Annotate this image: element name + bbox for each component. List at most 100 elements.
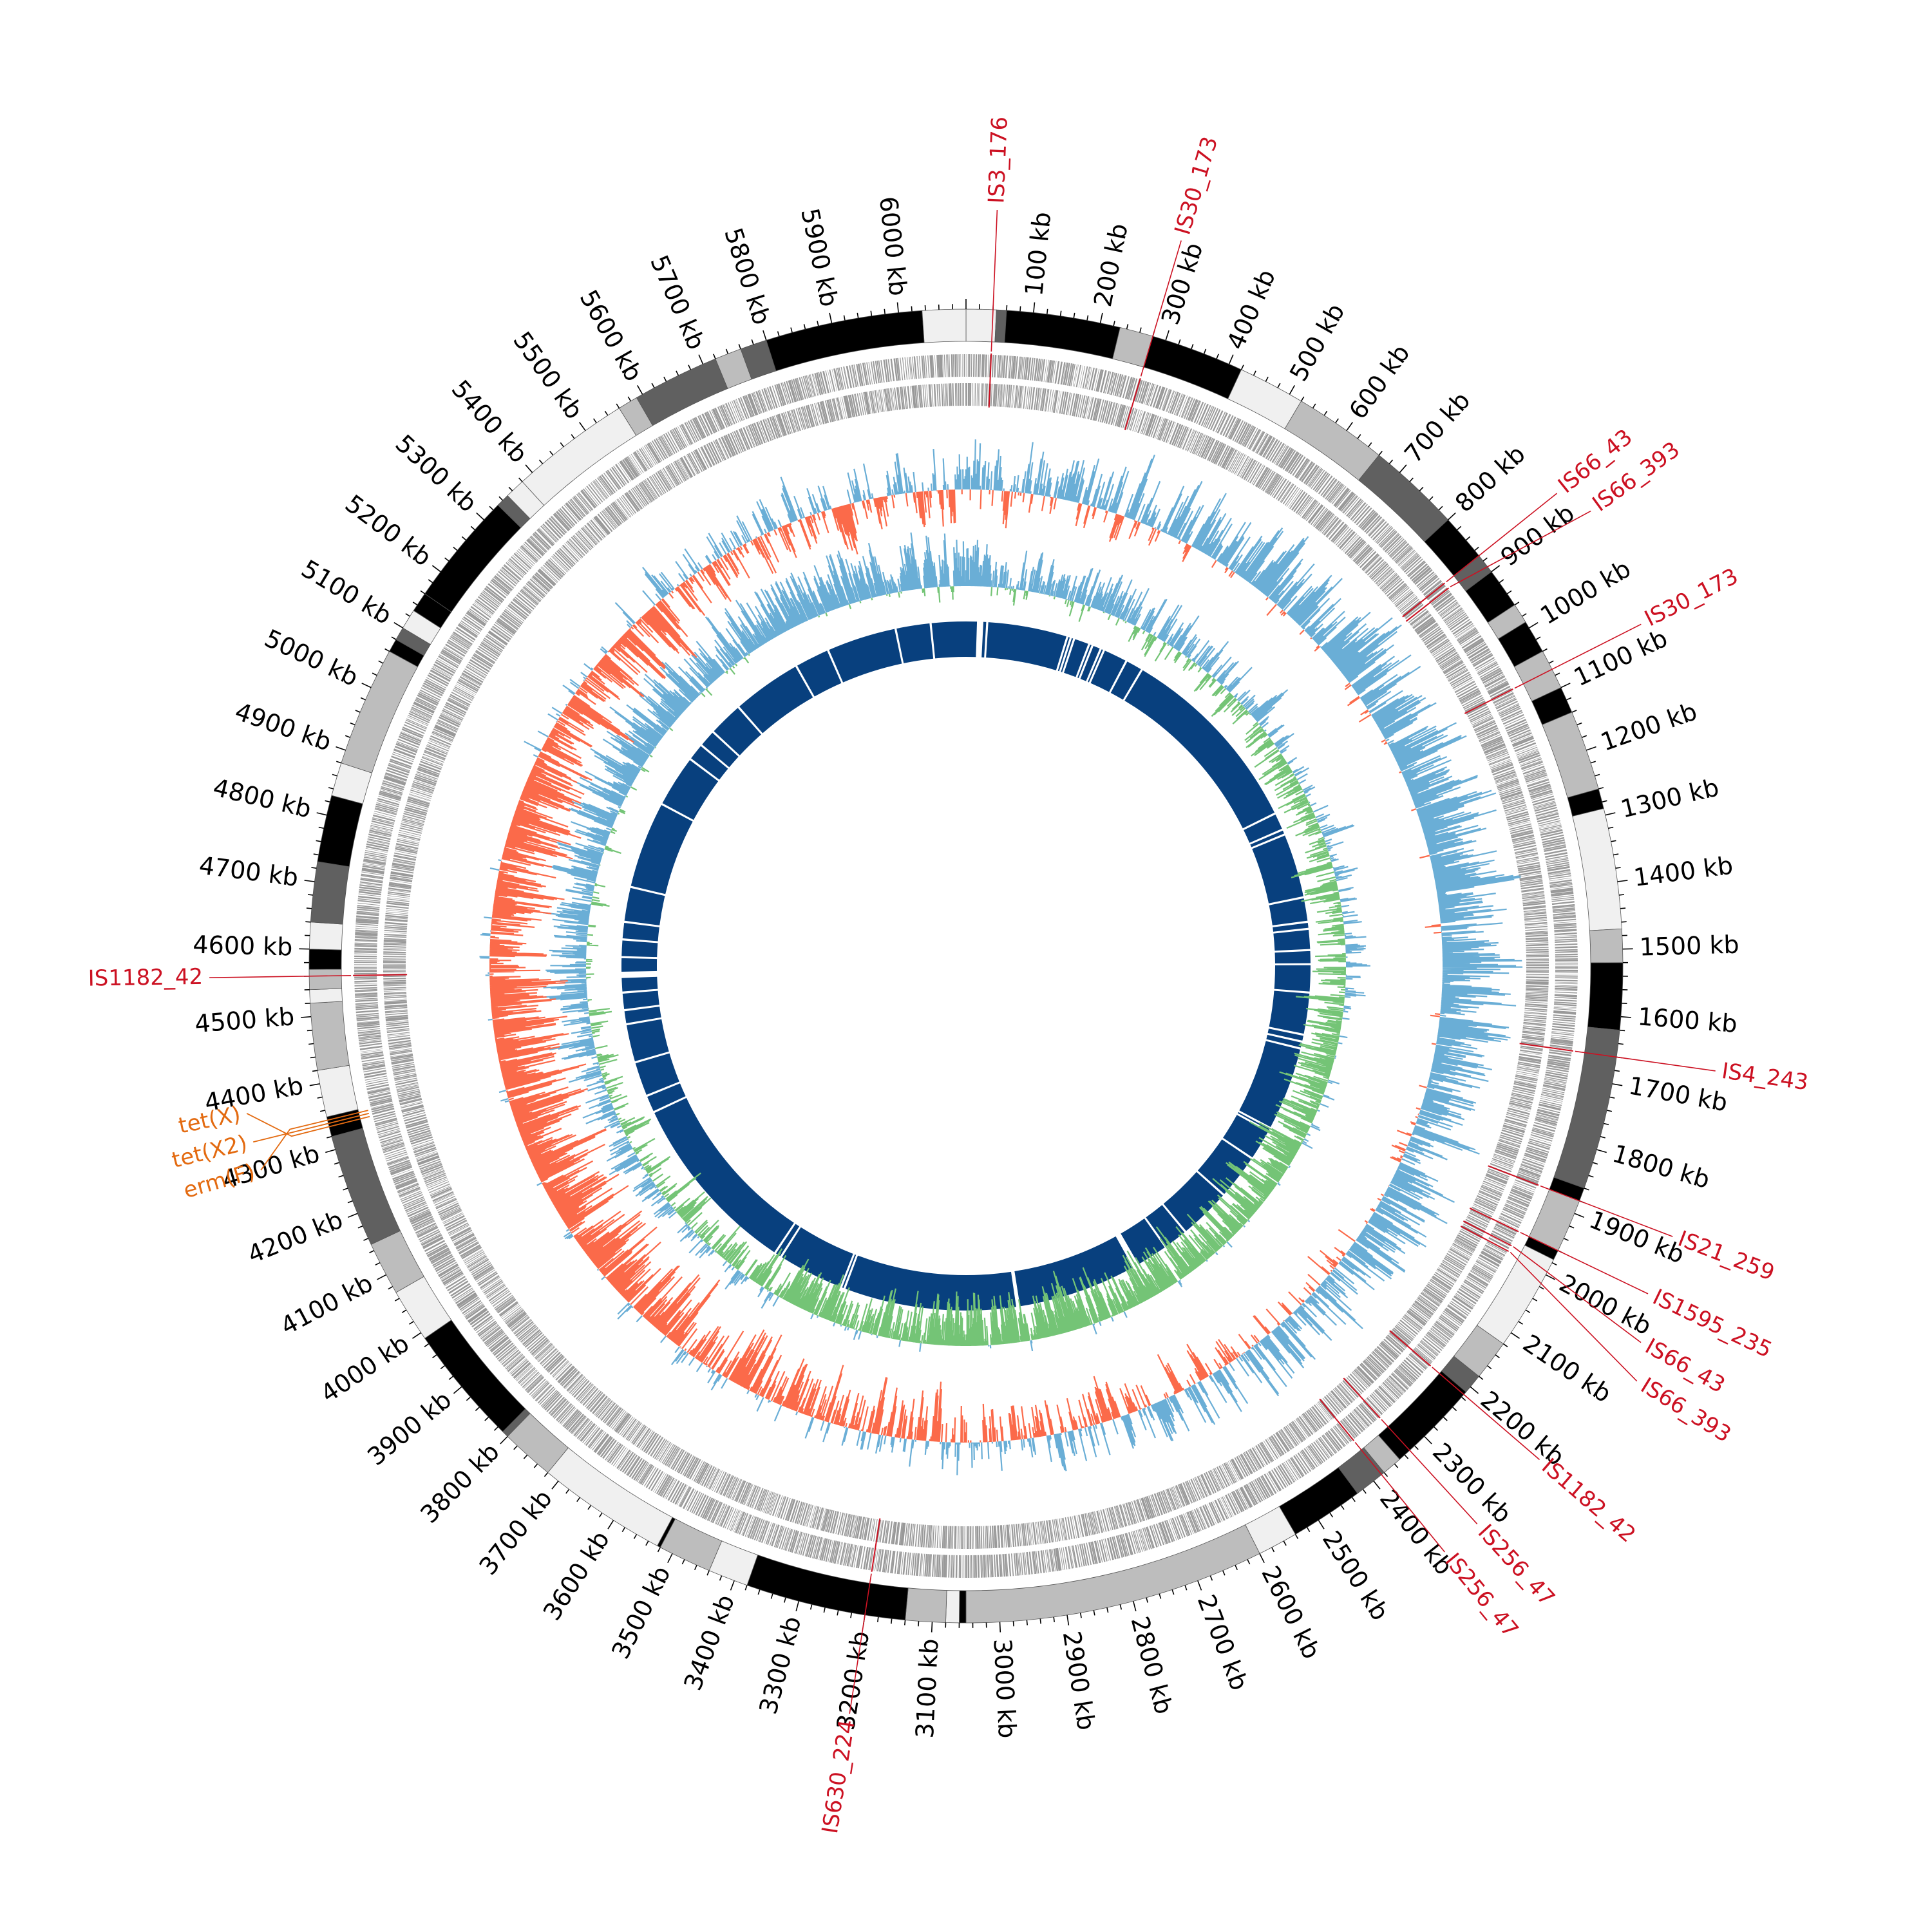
- gc-skew-negative: [489, 489, 1442, 1443]
- homology-block: [1267, 1028, 1303, 1041]
- homology-block: [624, 1007, 661, 1023]
- is-leader-line: [1354, 1442, 1446, 1553]
- tick-label: 400 kb: [1221, 265, 1281, 354]
- homology-block: [1266, 1034, 1302, 1048]
- contig-segment: [424, 504, 522, 612]
- tick-label: 2600 kb: [1256, 1562, 1326, 1663]
- tick-label: 3000 kb: [988, 1638, 1021, 1739]
- tick-label: 2700 kb: [1192, 1591, 1254, 1694]
- tick-label: 200 kb: [1088, 221, 1133, 309]
- homology-block: [1273, 922, 1309, 932]
- is-cds-hit: [1389, 1330, 1432, 1367]
- contig-segment: [1572, 808, 1622, 931]
- gc-skew-positive: [479, 439, 1523, 1475]
- homology-block: [739, 667, 813, 734]
- is-leader-line: [1450, 510, 1591, 587]
- is-leader-line: [1446, 493, 1558, 583]
- is-leader-line: [849, 1573, 872, 1714]
- homology-block: [1250, 830, 1284, 848]
- is-leader-line: [1513, 1246, 1642, 1343]
- is-cds-hit: [353, 974, 408, 976]
- resistance-gene-leader: [252, 1113, 370, 1143]
- scale-ticks: [299, 299, 1633, 1633]
- tick-label: 500 kb: [1284, 299, 1350, 386]
- is-cds-hit: [988, 353, 992, 408]
- homology-block: [1269, 898, 1308, 925]
- tick-label: 1600 kb: [1636, 1002, 1738, 1038]
- gc-content-positive: [542, 532, 1370, 1352]
- homology-block: [1077, 644, 1092, 678]
- tick-label: 3300 kb: [753, 1613, 806, 1717]
- homology-block: [1121, 1218, 1165, 1265]
- homology-block: [797, 650, 842, 697]
- is-element-label: IS30_173: [1170, 133, 1223, 238]
- tick-label: 5800 kb: [719, 224, 776, 328]
- homology-block: [1274, 951, 1311, 964]
- tick-label: 5200 kb: [340, 489, 437, 572]
- is-element-label: IS4_243: [1720, 1058, 1810, 1095]
- homology-block: [776, 1224, 800, 1256]
- is-element-label: IS21_259: [1674, 1226, 1778, 1286]
- is-leader-line: [1514, 623, 1642, 689]
- homology-block: [622, 990, 659, 1010]
- homology-block: [622, 922, 659, 942]
- tick-label: 1700 kb: [1627, 1071, 1730, 1117]
- tick-label: 5700 kb: [645, 251, 710, 354]
- is-leader-line: [1520, 1231, 1649, 1294]
- homology-block: [829, 629, 902, 683]
- tick-label: 800 kb: [1450, 440, 1531, 518]
- contig-segment: [1004, 310, 1121, 359]
- tick-label: 2900 kb: [1057, 1629, 1101, 1732]
- is-cds-hit: [871, 1518, 881, 1572]
- contig-segment: [922, 308, 967, 343]
- homology-block: [635, 1053, 679, 1095]
- homology-block: [621, 958, 658, 972]
- homology-block: [1273, 929, 1311, 951]
- tick-label: 3700 kb: [473, 1484, 558, 1580]
- cds-track: [353, 353, 1578, 1578]
- homology-block: [1061, 638, 1074, 672]
- gc-skew-track: [479, 439, 1523, 1475]
- is-cds-hit: [1405, 587, 1450, 622]
- homology-block: [931, 621, 966, 659]
- homology-block: [986, 622, 1066, 670]
- tick-label: 2100 kb: [1518, 1329, 1616, 1408]
- tick-label: 6000 kb: [874, 195, 913, 298]
- homology-block: [630, 805, 693, 895]
- contig-segment: [317, 795, 363, 867]
- tick-label: 1000 kb: [1535, 554, 1635, 630]
- homology-block: [621, 976, 658, 992]
- contig-segment: [308, 922, 343, 951]
- homology-block: [1197, 1139, 1251, 1195]
- contig-segment: [310, 861, 350, 925]
- tick-label: 5900 kb: [795, 205, 844, 309]
- tick-label: 5500 kb: [507, 327, 589, 424]
- tick-label: 3600 kb: [538, 1526, 615, 1625]
- contig-segment: [905, 1587, 947, 1623]
- is-cds-hit: [1519, 1043, 1573, 1052]
- is-leader-line: [1381, 1419, 1478, 1524]
- tick-label: 2000 kb: [1555, 1269, 1656, 1341]
- is-cds-hit: [1460, 1226, 1510, 1252]
- tick-label: 600 kb: [1343, 339, 1416, 424]
- gc-content-negative: [585, 586, 1347, 1347]
- homology-block: [1269, 990, 1310, 1034]
- is-leader-line: [1432, 1367, 1540, 1461]
- homology-block: [1110, 661, 1141, 700]
- homology-block: [1163, 1171, 1223, 1231]
- contig-segment: [1587, 962, 1624, 1031]
- tick-label: 100 kb: [1019, 211, 1056, 298]
- contig-segment: [309, 988, 343, 1004]
- homology-block: [966, 621, 978, 658]
- contig-segment: [959, 1590, 967, 1624]
- homology-block: [702, 732, 739, 768]
- homology-block: [647, 1083, 686, 1112]
- homology-block: [782, 1227, 853, 1287]
- contig-segment: [317, 1065, 359, 1117]
- tick-label: 3200 kb: [831, 1629, 875, 1732]
- is-cds-hit: [1402, 582, 1446, 618]
- homology-ring-track: [621, 621, 1311, 1311]
- homology-block: [624, 887, 665, 925]
- homology-block: [691, 746, 728, 780]
- tick-label: 1900 kb: [1586, 1205, 1689, 1269]
